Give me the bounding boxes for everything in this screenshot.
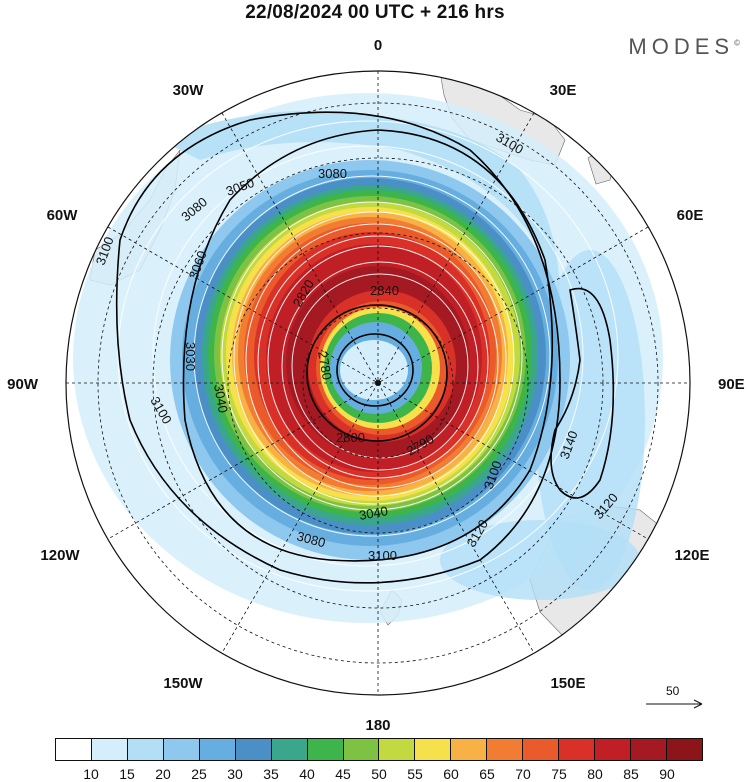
legend-swatch [595, 739, 631, 760]
legend-tick-label: 40 [299, 766, 315, 782]
legend-swatch [91, 739, 128, 760]
copyright-mark: © [734, 38, 740, 48]
legend-swatch [487, 739, 524, 760]
color-legend [55, 738, 703, 761]
legend-swatch [343, 739, 380, 760]
legend-swatch [307, 739, 344, 760]
contour-label: 3100 [368, 548, 397, 563]
legend-tick-label: 70 [515, 766, 531, 782]
modes-logo: MODES© [628, 34, 740, 60]
legend-tick-label: 10 [83, 766, 99, 782]
lon-label-30w: 30W [173, 82, 205, 99]
lon-label-60w: 60W [47, 207, 79, 224]
lon-label-30e: 30E [550, 82, 577, 99]
longitude-labels: 0 30E 60E 90E 120E 150E 180 150W 120W 90… [7, 37, 745, 734]
legend-swatch [271, 739, 308, 760]
legend-swatch [415, 739, 452, 760]
legend-tick-label: 75 [551, 766, 567, 782]
lon-label-150w: 150W [163, 675, 203, 692]
legend-tick-label: 45 [335, 766, 351, 782]
contour-label: 3040 [211, 383, 231, 414]
legend-swatch [523, 739, 560, 760]
legend-swatch [559, 739, 596, 760]
lon-label-0: 0 [374, 37, 382, 54]
color-legend-ticks: 10 15 20 25 30 35 40 45 50 55 60 65 70 75 80 85 90 [55, 766, 703, 782]
legend-swatch [163, 739, 200, 760]
lon-label-120w: 120W [40, 547, 80, 564]
legend-swatch [199, 739, 236, 760]
legend-tick-label: 90 [659, 766, 675, 782]
contours [115, 111, 615, 584]
reference-vector: 50 [640, 682, 710, 712]
legend-swatch [379, 739, 416, 760]
contour-label: 3080 [295, 528, 327, 550]
map-disk [66, 71, 690, 695]
legend-swatch [451, 739, 488, 760]
lon-label-120e: 120E [674, 547, 709, 564]
legend-swatch [56, 739, 92, 760]
legend-swatch [666, 739, 702, 760]
legend-tick-label: 20 [155, 766, 171, 782]
contour-label: 2800 [336, 430, 365, 445]
legend-tick-label: 25 [191, 766, 207, 782]
contour-label: 2840 [370, 283, 399, 298]
lon-label-150e: 150E [550, 675, 585, 692]
legend-swatch [127, 739, 164, 760]
graticule [66, 71, 690, 695]
polar-map: 3080 3050 3080 3100 3060 3030 3040 3100 … [7, 37, 745, 734]
legend-tick-label: 85 [623, 766, 639, 782]
contour-label: 3040 [358, 503, 389, 523]
legend-tick-label: 15 [119, 766, 135, 782]
lon-label-90e: 90E [718, 376, 745, 393]
lon-label-180: 180 [365, 717, 390, 734]
wind-shading [73, 93, 663, 623]
legend-tick-label: 35 [263, 766, 279, 782]
brand-text: MODES [628, 34, 735, 59]
legend-tick-label: 55 [407, 766, 423, 782]
lon-label-60e: 60E [677, 207, 704, 224]
legend-tick-label: 30 [227, 766, 243, 782]
legend-swatch [235, 739, 272, 760]
legend-tick-label: 60 [443, 766, 459, 782]
chart-title: 22/08/2024 00 UTC + 216 hrs [245, 2, 505, 23]
reference-arrowhead-icon [693, 699, 703, 709]
contour-label: 2780 [315, 350, 335, 381]
legend-tick-label: 65 [479, 766, 495, 782]
contour-label: 3080 [318, 166, 347, 181]
reference-vector-label: 50 [666, 684, 680, 698]
lon-label-90w: 90W [7, 376, 39, 393]
legend-swatch [631, 739, 667, 760]
legend-tick-label: 50 [371, 766, 387, 782]
legend-tick-label: 80 [587, 766, 603, 782]
contour-label: 3030 [183, 342, 198, 371]
